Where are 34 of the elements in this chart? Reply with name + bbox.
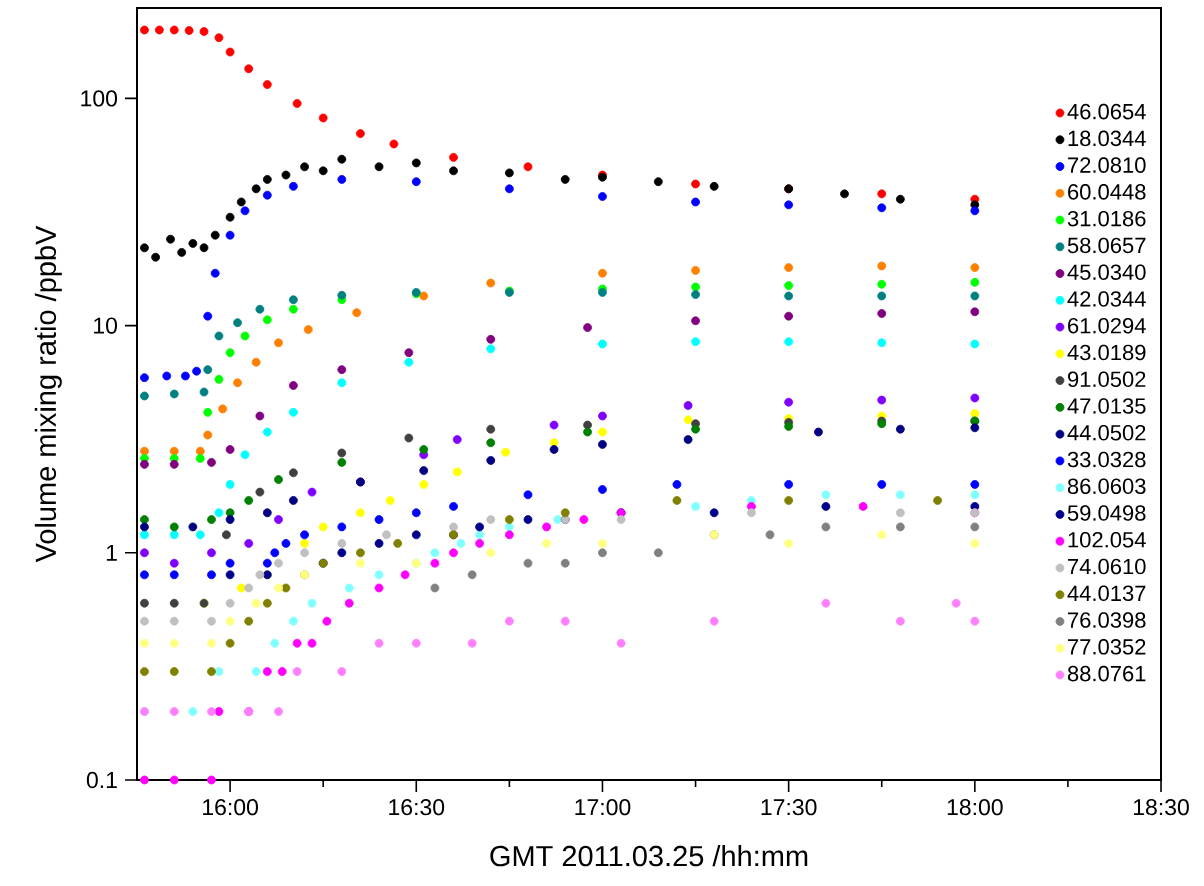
legend-label: 59.0498 (1067, 505, 1146, 521)
legend-label: 33.0328 (1067, 451, 1146, 468)
legend-label: 46.0654 (1067, 103, 1146, 120)
legend-label: 42.0344 (1067, 291, 1146, 307)
legend-label: 77.0352 (1068, 639, 1146, 655)
legend-label: 102.054 (1068, 532, 1146, 548)
legend-label: 45.0340 (1067, 264, 1146, 280)
x-tick-label: 18:30 (1133, 799, 1189, 816)
legend-label: 43.0189 (1067, 344, 1146, 361)
y-axis-title: Volume mixing ratio /ppbV (34, 225, 62, 563)
x-tick-label: 18:00 (947, 799, 1003, 816)
legend-label: 44.0137 (1067, 585, 1146, 602)
legend-label: 47.0135 (1067, 398, 1146, 414)
x-tick-label: 17:00 (575, 799, 631, 816)
legend-label: 72.0810 (1068, 157, 1146, 173)
y-tick-label: 10 (94, 317, 118, 334)
legend-label: 61.0294 (1068, 317, 1146, 334)
legend-label: 74.0610 (1068, 558, 1146, 575)
legend-label: 86.0603 (1067, 478, 1146, 495)
x-axis-title: GMT 2011.03.25 /hh:mm (490, 845, 808, 867)
legend-label: 44.0502 (1067, 424, 1146, 441)
y-tick-label: 0.1 (86, 771, 117, 789)
x-tick-label: 17:30 (761, 799, 817, 816)
legend-label: 76.0398 (1068, 612, 1146, 628)
legend-label: 60.0448 (1068, 184, 1146, 200)
x-tick-label: 16:30 (389, 799, 445, 816)
legend-label: 58.0657 (1067, 237, 1146, 254)
legend-label: 18.0344 (1068, 130, 1146, 147)
legend-label: 91.0502 (1068, 371, 1146, 388)
x-tick-label: 16:00 (203, 799, 258, 816)
y-tick-label: 100 (81, 90, 118, 107)
legend-label: 88.0761 (1067, 665, 1146, 682)
legend-label: 31.0186 (1067, 210, 1146, 227)
y-tick-label: 1 (106, 544, 117, 561)
